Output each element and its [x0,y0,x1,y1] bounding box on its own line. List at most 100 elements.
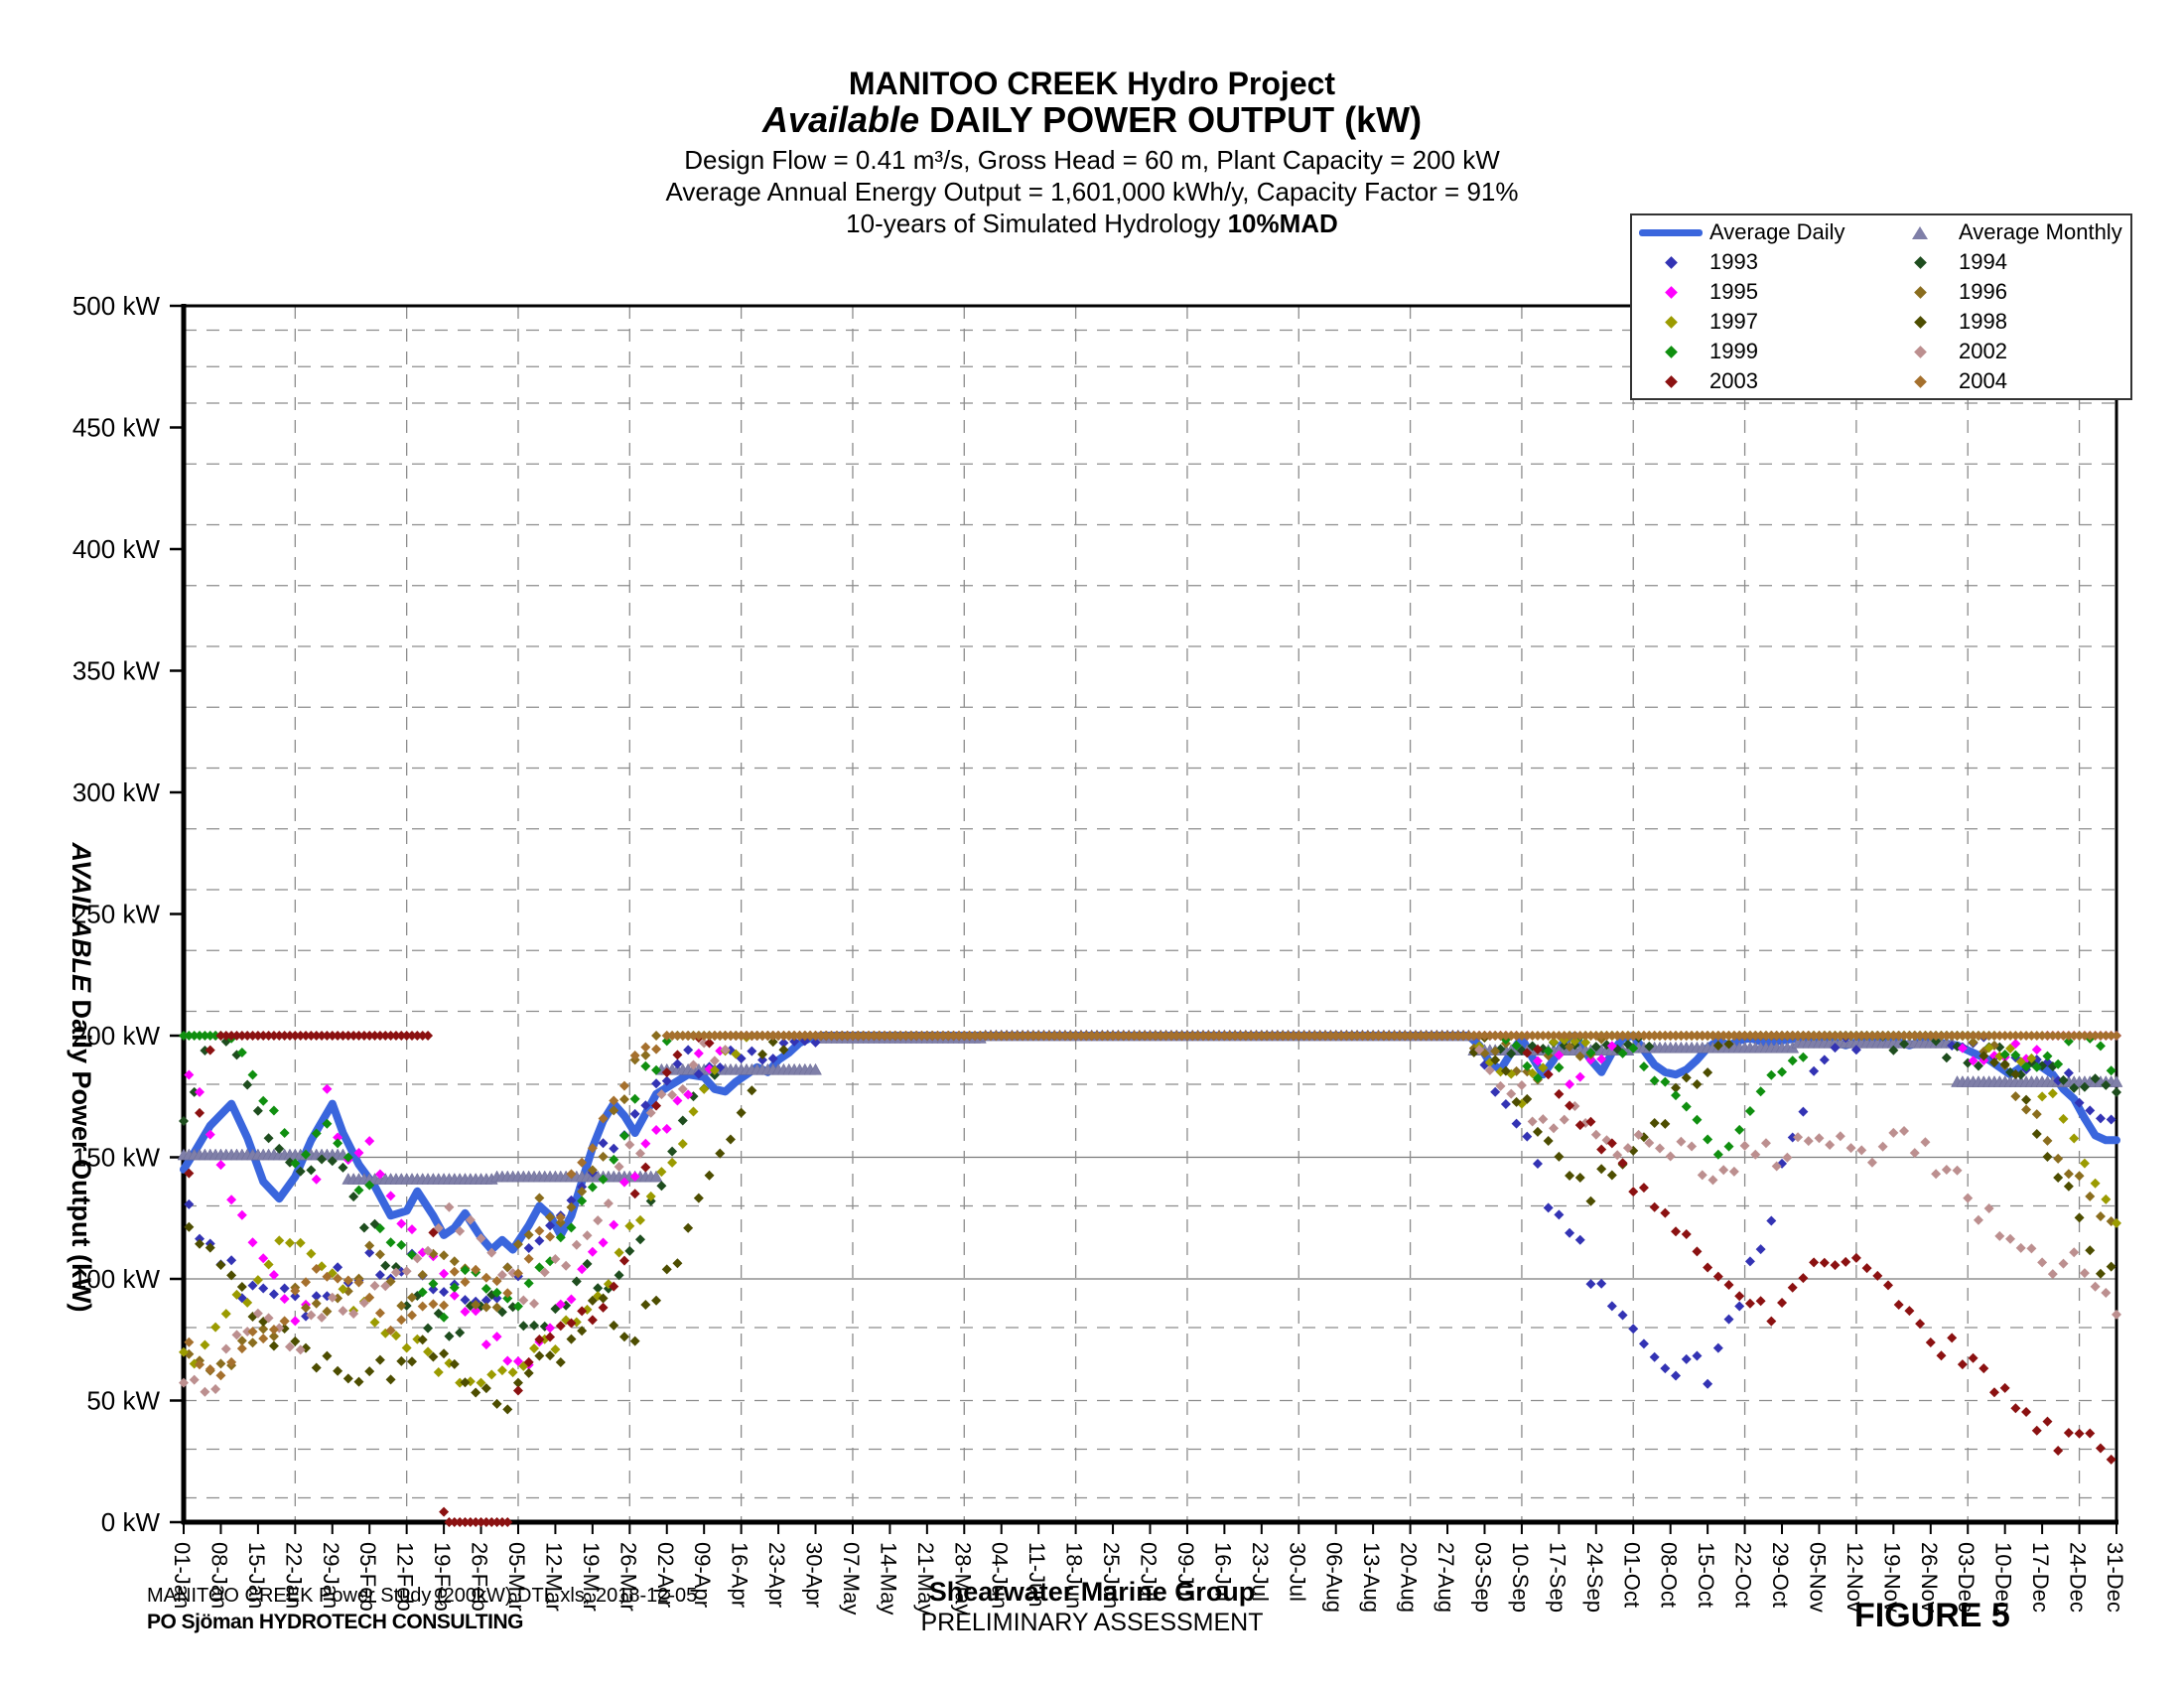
subtitle-design-flow: Design Flow = 0.41 m³/s, Gross Head = 60… [684,145,1500,175]
series-1994 [179,1031,2121,1341]
legend-marker-1999-icon [1632,345,1709,358]
x-tick-03-Dec: 03-Dec [1954,1542,1979,1613]
legend-marker-1995-icon [1632,285,1709,299]
x-tick-24-Dec: 24-Dec [2066,1542,2091,1613]
average-monthly-bands [177,1029,2123,1185]
legend-marker-1998-icon [1881,315,1959,329]
legend-item-average-monthly: Average Monthly [1881,219,2130,245]
x-tick-06-Aug: 06-Aug [1322,1542,1347,1613]
legend-label-1993: 1993 [1709,249,1758,274]
x-tick-08-Oct: 08-Oct [1657,1542,1682,1608]
legend-row: 1997 1998 [1632,307,2130,337]
x-tick-14-May: 14-May [876,1542,900,1615]
x-tick-10-Dec: 10-Dec [1991,1542,2016,1613]
x-tick-15-Jan: 15-Jan [244,1542,269,1609]
legend-marker-1994-icon [1881,255,1959,269]
x-tick-17-Sep: 17-Sep [1545,1542,1570,1613]
legend-item-1997: 1997 [1632,309,1881,335]
y-tick-150kW: 150 kW [72,1143,161,1173]
x-tick-30-Apr: 30-Apr [802,1542,827,1608]
x-tick-17-Dec: 17-Dec [2028,1542,2053,1613]
x-tick-25-Jun: 25-Jun [1099,1542,1124,1609]
legend-item-1993: 1993 [1632,249,1881,275]
legend-row: 1995 1996 [1632,277,2130,307]
x-axis-labels: 01-Jan 08-Jan 15-Jan 22-Jan 29-Jan 05-Feb 12-F… [170,1522,2127,1615]
legend-item-1995: 1995 [1632,279,1881,305]
x-tick-22-Oct: 22-Oct [1731,1542,1756,1608]
y-axis-title: AVAILABLE Daily Power Output (kW) [67,841,96,1312]
x-tick-27-Aug: 27-Aug [1433,1542,1458,1613]
x-tick-20-Aug: 20-Aug [1397,1542,1422,1613]
legend-label-1996: 1996 [1959,279,2007,304]
legend-item-2003: 2003 [1632,368,1881,394]
y-tick-100kW: 100 kW [72,1264,161,1294]
y-tick-300kW: 300 kW [72,777,161,807]
x-tick-19-Feb: 19-Feb [430,1542,455,1612]
x-tick-01-Jan: 01-Jan [170,1542,195,1609]
legend-label-1997: 1997 [1709,309,1758,334]
chart-title: Available DAILY POWER OUTPUT (kW) [0,99,2184,141]
legend-marker-2004-icon [1881,374,1959,388]
legend-item-1999: 1999 [1632,339,1881,364]
x-tick-16-Apr: 16-Apr [728,1542,752,1608]
figure-number: FIGURE 5 [1854,1597,2010,1634]
legend-marker-average-monthly-icon [1881,225,1959,239]
x-tick-12-Feb: 12-Feb [393,1542,418,1612]
legend-label-2003: 2003 [1709,368,1758,393]
axes: AVAILABLE Daily Power Output (kW) [67,304,2118,1525]
x-tick-26-Mar: 26-Mar [615,1542,640,1612]
x-tick-23-Jul: 23-Jul [1248,1542,1273,1602]
x-tick-05-Feb: 05-Feb [355,1542,380,1612]
legend-row: 2003 2004 [1632,366,2130,396]
legend-marker-1996-icon [1881,285,1959,299]
x-tick-21-May: 21-May [913,1542,938,1615]
legend-label-average-monthly: Average Monthly [1959,219,2122,244]
subtitle-hydrology: 10-years of Simulated Hydrology 10%MAD [0,209,2184,239]
x-tick-02-Jul: 02-Jul [1137,1542,1161,1602]
x-tick-24-Sep: 24-Sep [1582,1542,1607,1613]
legend-item-1994: 1994 [1881,249,2130,275]
legend-marker-2003-icon [1632,374,1709,388]
x-tick-03-Sep: 03-Sep [1470,1542,1495,1613]
x-tick-12-Mar: 12-Mar [541,1542,566,1612]
x-tick-29-Oct: 29-Oct [1768,1542,1793,1608]
legend-label-1994: 1994 [1959,249,2007,274]
footer-consultant: PO Sjöman HYDROTECH CONSULTING [147,1611,523,1633]
y-tick-50kW: 50 kW [86,1386,160,1416]
y-tick-250kW: 250 kW [72,900,161,929]
legend-row: 1993 1994 [1632,247,2130,277]
x-tick-19-Mar: 19-Mar [579,1542,604,1612]
average-daily-line [180,1032,2120,1254]
y-axis-labels: 0 kW 50 kW 100 kW 150 kW 200 kW 250 kW 300 kW 3… [72,291,184,1537]
legend-item-1996: 1996 [1881,279,2130,305]
legend-marker-average-daily-icon [1632,228,1709,236]
subtitle-hydrology-text: 10-years of Simulated Hydrology [846,209,1228,238]
legend-row: Average Daily Average Monthly [1632,217,2130,247]
x-tick-16-Jul: 16-Jul [1210,1542,1235,1602]
x-tick-15-Oct: 15-Oct [1694,1542,1718,1608]
x-tick-22-Jan: 22-Jan [281,1542,306,1609]
legend-item-2004: 2004 [1881,368,2130,394]
x-tick-19-Nov: 19-Nov [1879,1542,1904,1613]
x-tick-10-Sep: 10-Sep [1508,1542,1533,1613]
legend-item-2002: 2002 [1881,339,2130,364]
legend-label-2004: 2004 [1959,368,2007,393]
y-tick-350kW: 350 kW [72,656,161,686]
x-tick-23-Apr: 23-Apr [764,1542,789,1608]
x-tick-08-Jan: 08-Jan [206,1542,231,1609]
y-tick-450kW: 450 kW [72,413,161,443]
legend-item-1998: 1998 [1881,309,2130,335]
y-tick-500kW: 500 kW [72,291,161,321]
legend-item-average-daily: Average Daily [1632,219,1881,245]
legend-label-2002: 2002 [1959,339,2007,363]
gridlines [184,306,2116,1522]
x-tick-13-Aug: 13-Aug [1359,1542,1384,1613]
subtitle-hydrology-mad: 10%MAD [1227,209,1338,238]
x-tick-18-Jun: 18-Jun [1062,1542,1087,1609]
chart-title-italic: Available [761,99,930,140]
series-1995 [184,1031,2121,1370]
x-tick-01-Oct: 01-Oct [1619,1542,1644,1608]
series-1996 [184,1031,2116,1376]
